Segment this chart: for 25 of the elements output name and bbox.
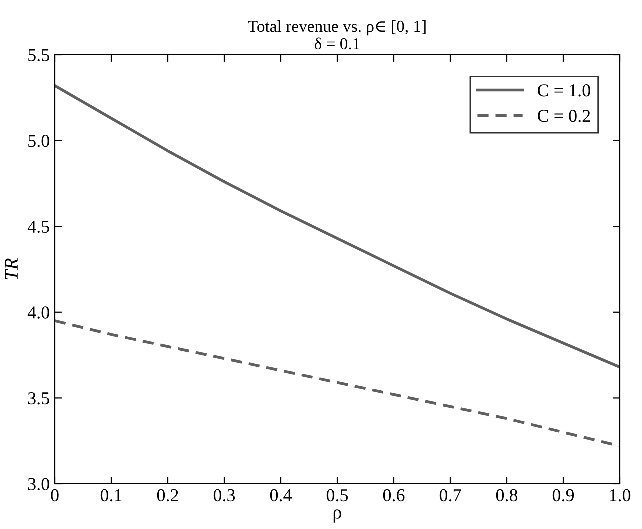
line-series (55, 320, 620, 448)
line-series (55, 84, 620, 369)
legend-label: C = 0.2 (538, 110, 590, 122)
x-tick-label: 0.9 (552, 489, 574, 502)
y-tick-label: 4.5 (28, 220, 50, 234)
y-axis-title: TR (5, 258, 18, 280)
y-tick-label: 5.0 (28, 135, 50, 148)
x-tick-label: 0.5 (326, 489, 348, 502)
x-tick-label: 0.4 (270, 489, 292, 502)
chart-title: Total revenue vs. ρ∈ [0, 1] (248, 20, 426, 36)
x-tick-label: 0.3 (214, 489, 236, 502)
y-tick-label: 3.0 (28, 478, 50, 491)
x-axis-title: ρ (334, 510, 342, 523)
y-tick-label: 3.5 (28, 392, 50, 405)
y-tick-label: 4.0 (28, 306, 50, 319)
chart-subtitle: δ = 0.1 (314, 38, 360, 50)
y-tick-label: 5.5 (28, 49, 50, 62)
x-tick-label: 0.8 (496, 489, 518, 502)
x-tick-label: 0 (51, 489, 59, 502)
legend-label: C = 1.0 (538, 84, 590, 97)
x-tick-label: 0.6 (383, 489, 405, 502)
x-tick-label: 1.0 (610, 489, 631, 502)
x-tick-label: 0.2 (157, 489, 178, 502)
x-tick-label: 0.1 (100, 489, 122, 502)
x-tick-label: 0.7 (440, 489, 462, 502)
